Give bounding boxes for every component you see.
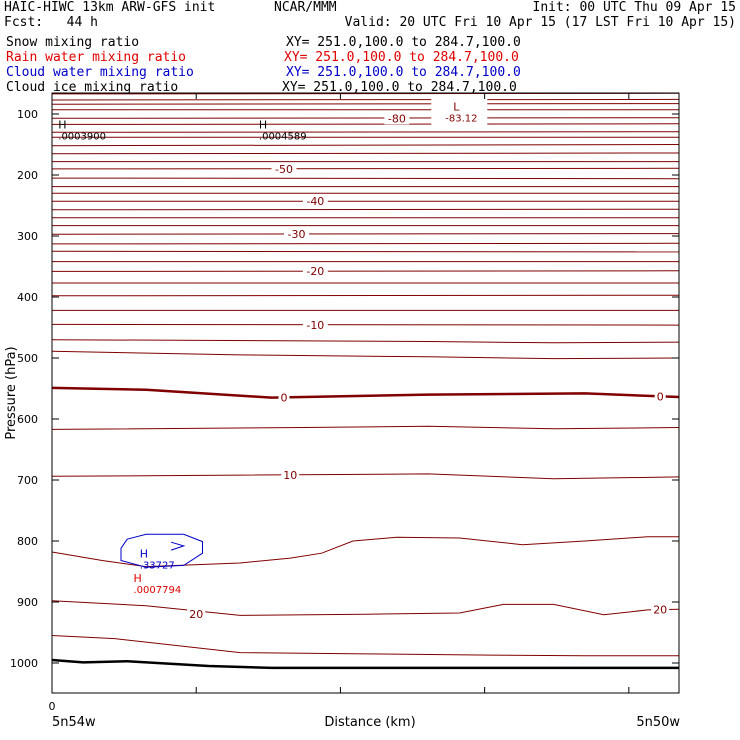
marker-value: .0007794 [134,585,182,596]
isotherm-layer [51,92,680,670]
contour-label-layer: -80 -50 -40 -30 -20 -10 0 0 10 20 20 [187,112,670,621]
header-init: Init: 00 UTC Thu 09 Apr 15 [532,0,737,15]
marker-bg [431,98,488,127]
field-cloud-ice-name: Cloud ice mixing ratio [6,80,179,95]
isotherm-line [51,117,680,119]
y-tick-label: 700 [17,474,38,487]
marker-value: -83.12 [445,114,477,125]
isotherm-line [51,144,680,147]
contour-label-bg [187,608,206,621]
contour-label-bg [284,228,310,241]
header-org: NCAR/MMM [274,0,337,15]
isotherm-line [51,350,680,360]
y-tick-label: 500 [17,352,38,365]
isotherm-line [51,323,680,326]
isotherm-line [51,536,679,568]
field-snow-name: Snow mixing ratio [6,35,140,50]
cloud-water-inner-contour [170,541,186,551]
plot-frame [51,92,680,694]
y-tick-label: 800 [17,535,38,548]
isotherm-line [51,250,680,253]
isotherm-line [51,152,680,155]
contour-label-bg [302,319,328,332]
field-rain-xy: XY= 251.0,100.0 to 284.7,100.0 [284,50,519,65]
terrain-line [51,658,679,670]
y-tick-label: 1000 [10,657,38,670]
y-tick-label: 200 [17,169,38,182]
contour-label: -40 [306,195,324,208]
marker-value: .33727 [140,561,175,572]
cloud-water-contour [120,533,203,568]
contour-label-bg [651,603,670,616]
isotherm-line [51,131,680,133]
isotherm-line [51,473,680,480]
marker-letter: H [134,572,142,585]
isotherm-line [51,123,680,125]
y-tick-label: 900 [17,596,38,609]
marker-letter: H [259,118,267,131]
isotherm-line [51,386,680,399]
contour-label-bg [302,195,328,208]
x-right-label: 5n50w [636,715,680,730]
x-axis-title: Distance (km) [324,715,415,730]
field-snow-xy: XY= 251.0,100.0 to 284.7,100.0 [286,35,521,50]
field-rain-name: Rain water mixing ratio [6,50,187,65]
isotherm-line [51,208,680,211]
contour-label: -10 [306,319,324,332]
isotherm-line [51,177,680,180]
y-tick-label: 100 [17,108,38,121]
contour-label: 20 [189,608,203,621]
isotherm-line [51,270,680,272]
header-title: HAIC-HIWC 13km ARW-GFS init [4,0,216,15]
isotherm-line [51,600,680,616]
x-tick-zero-label: 0 [49,700,56,713]
marker-value: .0003900 [58,131,106,142]
contour-label: -80 [388,112,406,125]
isotherm-line [51,425,680,430]
isotherm-line [51,242,680,245]
field-cloud-ice-xy: XY= 251.0,100.0 to 284.7,100.0 [282,80,517,95]
contour-label: -20 [306,265,324,278]
contour-label-bg [278,391,290,404]
isotherm-line [51,98,680,101]
isotherm-line [51,233,680,235]
contour-label-bg [281,469,300,482]
isotherm-line [51,635,679,657]
contour-label-bg [654,390,666,403]
field-cloud-water-name: Cloud water mixing ratio [6,65,194,80]
marker-letter: H [140,548,148,561]
y-tick-label: 300 [17,230,38,243]
isotherm-line [51,294,680,297]
isotherm-line [51,103,680,105]
field-cloud-water-xy: XY= 251.0,100.0 to 284.7,100.0 [286,65,521,80]
contour-label: 20 [653,603,667,616]
header-fcst: Fcst: 44 h [4,15,98,30]
y-tick-label: 400 [17,291,38,304]
isotherm-line [51,339,680,344]
contour-label: 10 [283,469,297,482]
contour-label-bg [384,112,410,125]
isotherm-line [51,167,680,170]
y-axis-title: Pressure (hPa) [4,346,19,439]
contour-label: 0 [657,390,664,403]
marker-layer: L-83.12H.0003900H.0004589H.33727H.000779… [58,98,488,596]
contour-label-bg [302,264,328,277]
contour-label: 0 [280,392,287,405]
x-left-label: 5n54w [52,715,96,730]
y-tick-label: 600 [17,413,38,426]
marker-value: .0004589 [259,131,307,142]
contour-label: -30 [288,228,306,241]
header-valid: Valid: 20 UTC Fri 10 Apr 15 (17 LST Fri … [344,15,736,30]
marker-letter: L [453,101,460,114]
marker-letter: H [58,118,66,131]
contour-label: -50 [275,163,293,176]
contour-label-bg [271,162,297,175]
